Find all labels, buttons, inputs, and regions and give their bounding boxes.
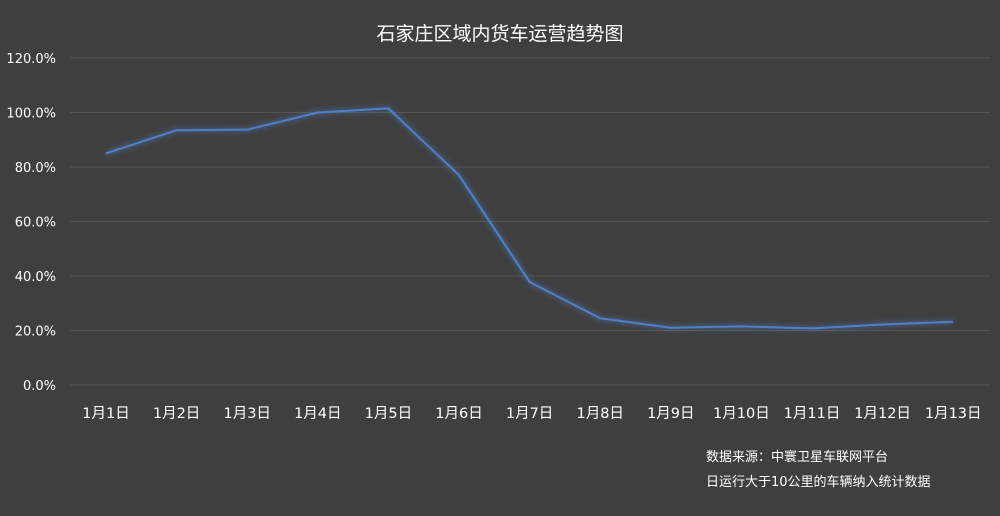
x-tick-label: 1月4日 [294, 406, 341, 422]
gridlines [70, 57, 990, 386]
y-tick-label: 20.0% [15, 325, 56, 340]
y-tick-label: 60.0% [15, 216, 56, 231]
x-tick-label: 1月7日 [506, 406, 553, 422]
x-tick-label: 1月13日 [925, 406, 982, 422]
y-tick-label: 120.0% [6, 52, 56, 67]
x-tick-label: 1月6日 [435, 406, 482, 422]
x-axis: 1月1日 1月2日 1月3日 1月4日 1月5日 1月6日 1月7日 1月8日 1月9日 1月10… [82, 406, 981, 422]
y-tick-label: 80.0% [15, 161, 56, 176]
y-axis: 0.0% 20.0% 40.0% 60.0% 80.0% 100.0% 120.0% [6, 52, 56, 394]
series [105, 107, 954, 330]
x-tick-label: 1月8日 [576, 406, 623, 422]
y-tick-label: 40.0% [15, 270, 56, 285]
criteria-note: 日运行大于10公里的车辆纳入统计数据 [706, 474, 931, 490]
chart-title: 石家庄区域内货车运营趋势图 [376, 23, 623, 45]
series-line [105, 107, 954, 330]
x-tick-label: 1月2日 [153, 406, 200, 422]
x-tick-label: 1月9日 [647, 406, 694, 422]
y-tick-label: 100.0% [6, 107, 56, 122]
x-tick-label: 1月12日 [854, 406, 911, 422]
x-tick-label: 1月11日 [784, 406, 841, 422]
x-tick-label: 1月1日 [82, 406, 129, 422]
x-tick-label: 1月3日 [223, 406, 270, 422]
y-tick-label: 0.0% [23, 379, 56, 394]
x-tick-label: 1月10日 [713, 406, 770, 422]
source-note: 数据来源：中寰卫星车联网平台 [706, 449, 888, 465]
x-tick-label: 1月5日 [365, 406, 412, 422]
